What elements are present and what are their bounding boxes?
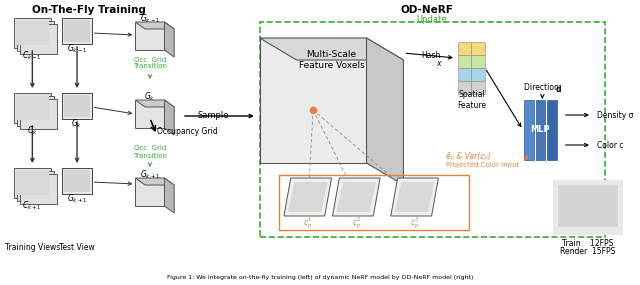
Bar — [63, 18, 92, 44]
Bar — [20, 174, 56, 204]
Polygon shape — [164, 100, 174, 135]
Bar — [472, 81, 485, 94]
Text: Color c: Color c — [596, 141, 623, 150]
Bar — [17, 21, 54, 51]
Text: $G_{k+1}$: $G_{k+1}$ — [67, 193, 87, 205]
Polygon shape — [135, 178, 174, 185]
Bar — [547, 100, 557, 160]
Text: On-The-Fly Training: On-The-Fly Training — [32, 5, 146, 15]
Polygon shape — [333, 178, 380, 216]
Text: Hash: Hash — [421, 52, 440, 60]
Text: Spatial
Feature: Spatial Feature — [457, 90, 486, 110]
Bar — [65, 170, 90, 192]
Polygon shape — [395, 182, 435, 212]
Polygon shape — [337, 182, 376, 212]
Bar — [16, 171, 49, 195]
Bar — [17, 96, 54, 126]
Text: Multi-Scale
Feature Voxels: Multi-Scale Feature Voxels — [299, 50, 364, 70]
Bar — [458, 55, 472, 68]
Polygon shape — [284, 178, 332, 216]
Bar — [260, 38, 367, 163]
Bar — [458, 68, 472, 81]
Text: Render  15FPS: Render 15FPS — [560, 247, 616, 256]
Bar — [135, 22, 164, 50]
Text: Test View: Test View — [59, 243, 95, 251]
Text: Occ. Grid
Transition: Occ. Grid Transition — [133, 56, 167, 70]
Bar — [65, 20, 90, 42]
Text: Update: Update — [417, 15, 447, 23]
Bar — [20, 24, 56, 54]
Polygon shape — [135, 22, 174, 29]
Bar — [536, 100, 545, 160]
Bar — [472, 42, 485, 55]
Bar — [16, 21, 49, 45]
Text: $c_p^2$: $c_p^2$ — [352, 215, 362, 231]
Bar — [472, 55, 485, 68]
Text: Occupancy Grid: Occupancy Grid — [157, 127, 218, 137]
Text: $G_{k+1}$: $G_{k+1}$ — [140, 169, 160, 181]
Bar — [135, 178, 164, 206]
Text: Train    12FPS: Train 12FPS — [563, 239, 614, 247]
Text: Figure 1: We integrate on-the-fly training (left) of dynamic NeRF model by OD-Ne: Figure 1: We integrate on-the-fly traini… — [166, 274, 473, 280]
Text: Sample: Sample — [197, 111, 228, 121]
Bar — [14, 18, 51, 48]
Text: $\bf{d}$: $\bf{d}$ — [556, 82, 563, 93]
Bar — [20, 99, 56, 129]
Bar — [135, 100, 164, 128]
Text: Training Views: Training Views — [4, 243, 60, 251]
Polygon shape — [135, 100, 174, 107]
Text: Occ. Grid
Transition: Occ. Grid Transition — [133, 146, 167, 158]
Text: Direction: Direction — [524, 84, 561, 93]
Text: ēₚ & Var(cₚ): ēₚ & Var(cₚ) — [446, 152, 491, 162]
Text: $c_p^3$: $c_p^3$ — [410, 215, 420, 231]
Text: $C_k$: $C_k$ — [27, 125, 38, 137]
Text: $c_p^1$: $c_p^1$ — [303, 215, 313, 231]
Polygon shape — [288, 182, 328, 212]
Bar — [14, 93, 51, 123]
Bar — [16, 96, 49, 120]
Bar — [458, 42, 472, 55]
Bar — [17, 171, 54, 201]
Text: $C_{k-1}$: $C_{k-1}$ — [22, 50, 42, 62]
Bar — [14, 168, 51, 198]
Polygon shape — [164, 22, 174, 57]
Bar — [553, 180, 623, 235]
Polygon shape — [367, 38, 403, 185]
Text: OD-NeRF: OD-NeRF — [400, 5, 453, 15]
Text: MLP: MLP — [531, 125, 550, 135]
Polygon shape — [164, 178, 174, 213]
Bar — [472, 68, 485, 81]
Bar — [65, 95, 90, 117]
Text: $G_k$: $G_k$ — [144, 91, 156, 103]
Text: $G_{k-1}$: $G_{k-1}$ — [140, 13, 160, 25]
Polygon shape — [391, 178, 438, 216]
Bar — [279, 175, 468, 230]
Bar — [558, 185, 618, 227]
Text: $G_k$: $G_k$ — [72, 118, 83, 130]
Bar — [524, 100, 534, 160]
Text: $C_{k+1}$: $C_{k+1}$ — [22, 200, 42, 212]
Bar — [260, 22, 605, 237]
Text: $G_{k-1}$: $G_{k-1}$ — [67, 43, 87, 55]
Polygon shape — [260, 38, 403, 60]
Bar — [63, 93, 92, 119]
Bar — [458, 81, 472, 94]
Bar — [63, 168, 92, 194]
Text: Projected Color Input: Projected Color Input — [446, 162, 520, 168]
Text: Density σ: Density σ — [596, 111, 633, 119]
Text: x: x — [436, 58, 440, 68]
